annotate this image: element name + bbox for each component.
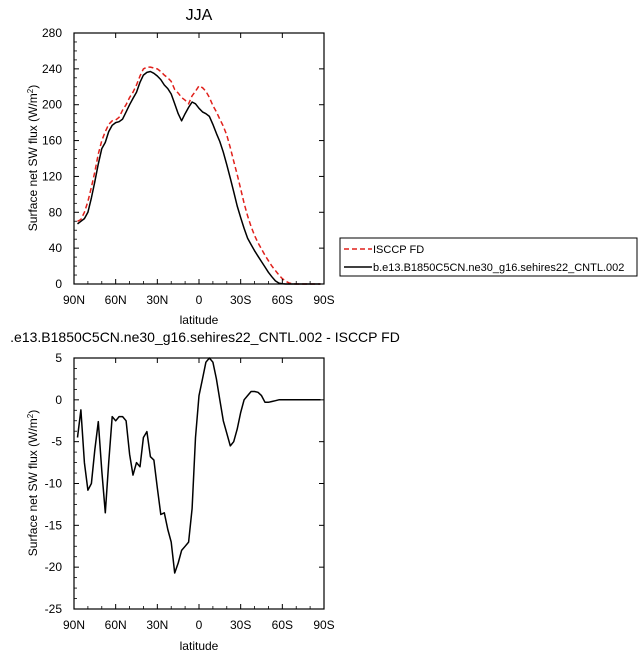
bottom-ytick-label: -15 <box>45 518 63 532</box>
bottom-xtick-label: 0 <box>196 618 203 632</box>
bottom-xtick-label: 60N <box>105 618 127 632</box>
top-panel: JJA 0 40 80 120 160 200 240 280 90N 60N 30N 0 30S 60… <box>26 7 638 327</box>
bottom-xtick-label: 60S <box>272 618 293 632</box>
top-xtick-label: 0 <box>196 293 203 307</box>
top-xtick-label: 60N <box>105 293 127 307</box>
bottom-xtick-label: 90N <box>63 618 85 632</box>
top-y-axis-label: Surface net SW flux (W/m2) <box>26 85 40 231</box>
top-ytick-label: 80 <box>49 205 63 219</box>
bottom-xtick-label: 90S <box>313 618 334 632</box>
top-series-line-model <box>77 70 321 285</box>
bottom-series-line-model <box>76 357 321 574</box>
top-y-axis-label-tail: ) <box>26 85 40 89</box>
top-series-line-isccp <box>77 66 321 285</box>
top-ytick-label: 280 <box>42 26 62 40</box>
bottom-ytick-label: 5 <box>55 351 62 365</box>
top-xtick-label: 90S <box>313 293 334 307</box>
top-y-axis-label-main: Surface net SW flux (W/m <box>26 93 40 231</box>
bottom-y-axis-label: Surface net SW flux (W/m2) <box>26 410 40 556</box>
top-ytick-label: 0 <box>55 277 62 291</box>
top-ytick-label: 120 <box>42 169 62 183</box>
bottom-ytick-label: -10 <box>45 477 63 491</box>
bottom-ytick-label: -5 <box>51 435 62 449</box>
bottom-ytick-label: -20 <box>45 560 63 574</box>
legend-box <box>339 237 638 277</box>
bottom-panel: .e13.B1850C5CN.ne30_g16.sehires22_CNTL.0… <box>10 329 400 653</box>
top-plot-frame <box>73 32 325 285</box>
legend-label-isccp: ISCCP FD <box>373 244 424 256</box>
top-title: JJA <box>186 7 213 24</box>
top-xtick-label: 30S <box>230 293 251 307</box>
bottom-ytick-label: -25 <box>45 602 63 616</box>
top-x-axis-label: latitude <box>180 313 219 327</box>
top-xtick-label: 90N <box>63 293 85 307</box>
bottom-ytick-label: 0 <box>55 393 62 407</box>
legend-label-model: b.e13.B1850C5CN.ne30_g16.sehires22_CNTL.… <box>373 262 624 274</box>
bottom-y-axis-label-sup: 2 <box>26 413 35 418</box>
top-y-axis-label-sup: 2 <box>26 88 35 93</box>
top-xtick-label: 30N <box>146 293 168 307</box>
bottom-xtick-label: 30S <box>230 618 251 632</box>
bottom-title: .e13.B1850C5CN.ne30_g16.sehires22_CNTL.0… <box>10 329 400 345</box>
bottom-y-axis-label-tail: ) <box>26 410 40 414</box>
bottom-xtick-label: 30N <box>146 618 168 632</box>
legend: ISCCP FD b.e13.B1850C5CN.ne30_g16.sehire… <box>339 237 638 277</box>
bottom-y-axis-label-main: Surface net SW flux (W/m <box>26 418 40 556</box>
top-ytick-label: 160 <box>42 134 62 148</box>
top-ytick-label: 240 <box>42 62 62 76</box>
top-ytick-label: 200 <box>42 98 62 112</box>
top-xtick-label: 60S <box>272 293 293 307</box>
top-ytick-label: 40 <box>49 241 63 255</box>
bottom-x-axis-label: latitude <box>180 639 219 653</box>
